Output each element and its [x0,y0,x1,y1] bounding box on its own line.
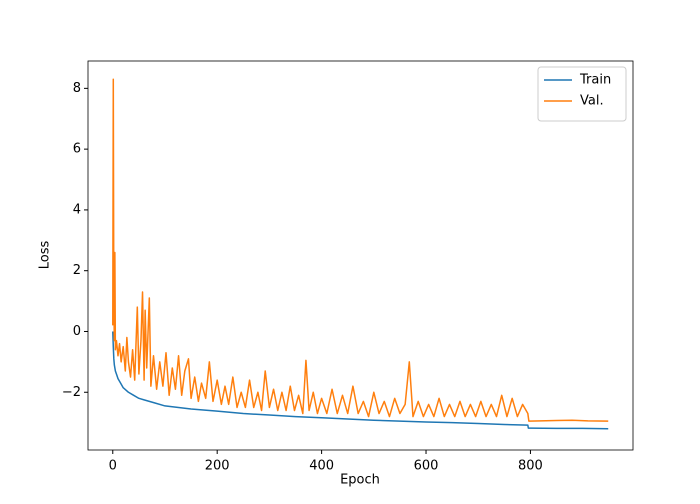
y-tick-label: 0 [73,324,81,339]
y-tick-label: 4 [73,202,81,217]
y-tick-label: 2 [73,263,81,278]
legend-label: Val. [580,94,604,109]
x-tick-label: 600 [414,459,439,474]
y-tick-label: 8 [73,81,81,96]
x-tick-label: 400 [309,459,334,474]
plot-frame [87,60,634,451]
series-line [112,78,609,422]
x-tick-label: 200 [205,459,230,474]
x-tick-label: 0 [109,459,117,474]
y-axis-label: Loss [38,241,53,270]
y-tick-label: −2 [62,385,81,400]
series-line [112,331,609,430]
legend-label: Train [579,73,611,88]
y-tick-label: 6 [73,142,81,157]
x-tick-label: 800 [518,459,543,474]
x-axis-label: Epoch [340,473,380,488]
